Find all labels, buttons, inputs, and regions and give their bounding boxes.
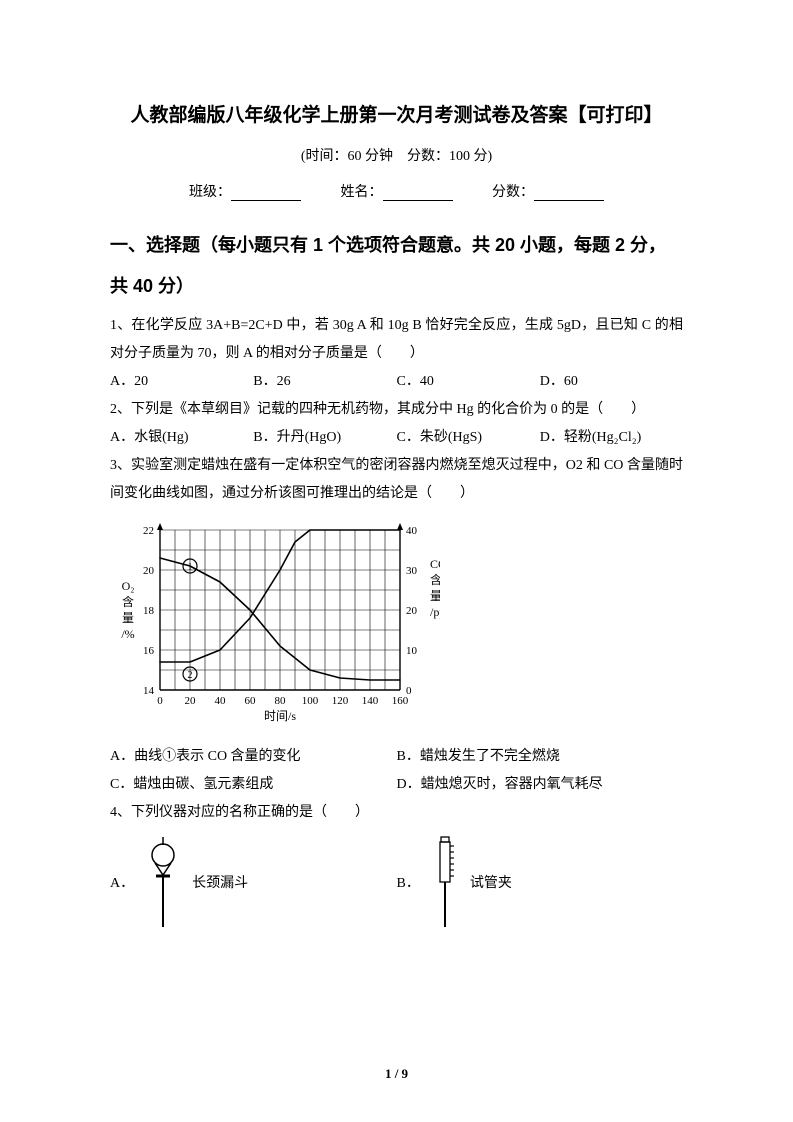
svg-text:60: 60 — [245, 695, 257, 707]
question-3-text: 3、实验室测定蜡烛在盛有一定体积空气的密闭容器内燃烧至熄灭过程中，O2 和 CO… — [110, 452, 683, 508]
score-blank[interactable] — [534, 187, 604, 201]
subtitle-mid: 分数： — [393, 149, 449, 164]
svg-text:100: 100 — [302, 695, 319, 707]
svg-text:40: 40 — [406, 525, 418, 537]
svg-text:120: 120 — [332, 695, 349, 707]
name-label: 姓名： — [341, 185, 383, 200]
svg-text:20: 20 — [406, 605, 418, 617]
svg-text:22: 22 — [143, 525, 154, 537]
svg-text:CO: CO — [430, 557, 440, 571]
score-label: 分数： — [492, 185, 534, 200]
question-4-options: A． 长颈漏斗 B． 试管夹 — [110, 835, 683, 930]
svg-text:/%: /% — [121, 627, 134, 641]
q4-opt-b-prefix: B． — [397, 872, 420, 892]
student-info-line: 班级： 姓名： 分数： — [110, 181, 683, 201]
q4-opt-b-wrap: B． 试管夹 — [397, 835, 684, 930]
svg-text:140: 140 — [362, 695, 379, 707]
q1-opt-d: D．60 — [540, 368, 683, 396]
q1-opt-b: B．26 — [253, 368, 396, 396]
q3-opt-c: C．蜡烛由碳、氢元素组成 — [110, 771, 273, 799]
svg-text:含: 含 — [122, 594, 134, 609]
svg-text:含: 含 — [430, 572, 440, 587]
svg-text:0: 0 — [406, 685, 412, 697]
q1-opt-a: A．20 — [110, 368, 253, 396]
page-title: 人教部编版八年级化学上册第一次月考测试卷及答案【可打印】 — [110, 100, 683, 127]
q3-opt-b: B．蜡烛发生了不完全燃烧 — [397, 743, 560, 771]
section-1-heading: 一、选择题（每小题只有 1 个选项符合题意。共 20 小题，每题 2 分，共 4… — [110, 225, 683, 308]
funnel-icon — [144, 835, 182, 930]
svg-text:/pp: /pp — [430, 605, 440, 619]
q3-chart: 0204060801001201401601416182022010203040… — [110, 520, 683, 735]
class-label: 班级： — [189, 185, 231, 200]
q2-opt-b: B．升丹(HgO) — [253, 424, 396, 452]
q3-opt-a: A．曲线①表示 CO 含量的变化 — [110, 743, 301, 771]
q4-opt-b-label: 试管夹 — [470, 872, 512, 892]
question-3-options-row1: A．曲线①表示 CO 含量的变化 B．蜡烛发生了不完全燃烧 — [110, 743, 683, 771]
q2-opt-a: A．水银(Hg) — [110, 424, 253, 452]
svg-text:量: 量 — [122, 611, 134, 625]
svg-text:20: 20 — [185, 695, 197, 707]
question-2-options: A．水银(Hg) B．升丹(HgO) C．朱砂(HgS) D．轻粉(Hg₂Cl₂… — [110, 424, 683, 452]
subtitle-prefix: (时间： — [301, 149, 348, 164]
subtitle-suffix: ) — [488, 149, 493, 164]
q4-opt-a-prefix: A． — [110, 872, 134, 892]
name-blank[interactable] — [383, 187, 453, 201]
svg-text:2: 2 — [188, 670, 193, 681]
svg-text:10: 10 — [406, 645, 418, 657]
class-blank[interactable] — [231, 187, 301, 201]
q4-opt-a-wrap: A． 长颈漏斗 — [110, 835, 397, 930]
score-value: 100 分 — [449, 149, 488, 164]
svg-text:20: 20 — [143, 565, 155, 577]
svg-text:量: 量 — [430, 589, 440, 603]
page-number: 1 / 9 — [0, 1066, 793, 1082]
svg-text:时间/s: 时间/s — [264, 709, 296, 723]
time-value: 60 分钟 — [348, 149, 394, 164]
q2-opt-d: D．轻粉(Hg₂Cl₂) — [540, 424, 683, 452]
svg-text:14: 14 — [143, 685, 155, 697]
question-1-options: A．20 B．26 C．40 D．60 — [110, 368, 683, 396]
svg-text:16: 16 — [143, 645, 155, 657]
svg-text:80: 80 — [275, 695, 287, 707]
svg-text:18: 18 — [143, 605, 155, 617]
svg-text:O₂: O₂ — [122, 579, 135, 593]
svg-text:1: 1 — [188, 562, 193, 573]
svg-text:0: 0 — [157, 695, 163, 707]
svg-text:30: 30 — [406, 565, 418, 577]
question-1-text: 1、在化学反应 3A+B=2C+D 中，若 30g A 和 10g B 恰好完全… — [110, 312, 683, 368]
question-4-text: 4、下列仪器对应的名称正确的是（ ） — [110, 799, 683, 827]
q2-opt-c: C．朱砂(HgS) — [397, 424, 540, 452]
chart-svg: 0204060801001201401601416182022010203040… — [110, 520, 440, 730]
question-2-text: 2、下列是《本草纲目》记载的四种无机药物，其成分中 Hg 的化合价为 0 的是（… — [110, 396, 683, 424]
q4-opt-a-label: 长颈漏斗 — [192, 872, 248, 892]
clamp-icon — [430, 835, 460, 930]
q1-opt-c: C．40 — [397, 368, 540, 396]
svg-text:40: 40 — [215, 695, 227, 707]
q3-opt-d: D．蜡烛熄灭时，容器内氧气耗尽 — [397, 771, 603, 799]
question-3-options-row2: C．蜡烛由碳、氢元素组成 D．蜡烛熄灭时，容器内氧气耗尽 — [110, 771, 683, 799]
exam-subtitle: (时间：60 分钟 分数：100 分) — [110, 145, 683, 165]
